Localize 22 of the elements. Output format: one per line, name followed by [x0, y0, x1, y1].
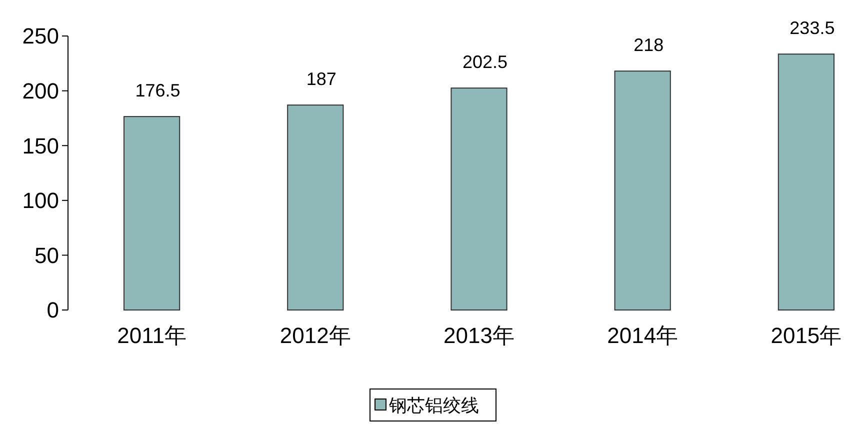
x-tick-label: 2014年 [607, 323, 678, 348]
bar [614, 70, 671, 310]
y-tick-label: 0 [46, 298, 59, 323]
legend-label: 钢芯铝绞线 [388, 395, 479, 416]
y-tick-label: 50 [34, 242, 59, 268]
y-tick-label: 200 [22, 78, 59, 104]
y-tick-label: 250 [22, 24, 59, 49]
x-tick-label: 2011年 [117, 323, 186, 348]
data-label: 176.5 [135, 80, 180, 101]
data-label: 233.5 [790, 18, 835, 38]
data-label: 202.5 [462, 52, 508, 72]
x-tick-label: 2013年 [444, 323, 514, 348]
bar [778, 54, 835, 310]
y-tick-label: 100 [22, 188, 59, 214]
data-label: 187 [306, 69, 336, 90]
y-tick-label: 150 [22, 133, 59, 158]
x-tick-label: 2012年 [280, 323, 351, 348]
bar [450, 88, 508, 310]
data-label: 218 [634, 35, 664, 56]
x-tick-label: 2015年 [770, 323, 842, 348]
bar [123, 116, 180, 310]
bar [287, 104, 344, 310]
